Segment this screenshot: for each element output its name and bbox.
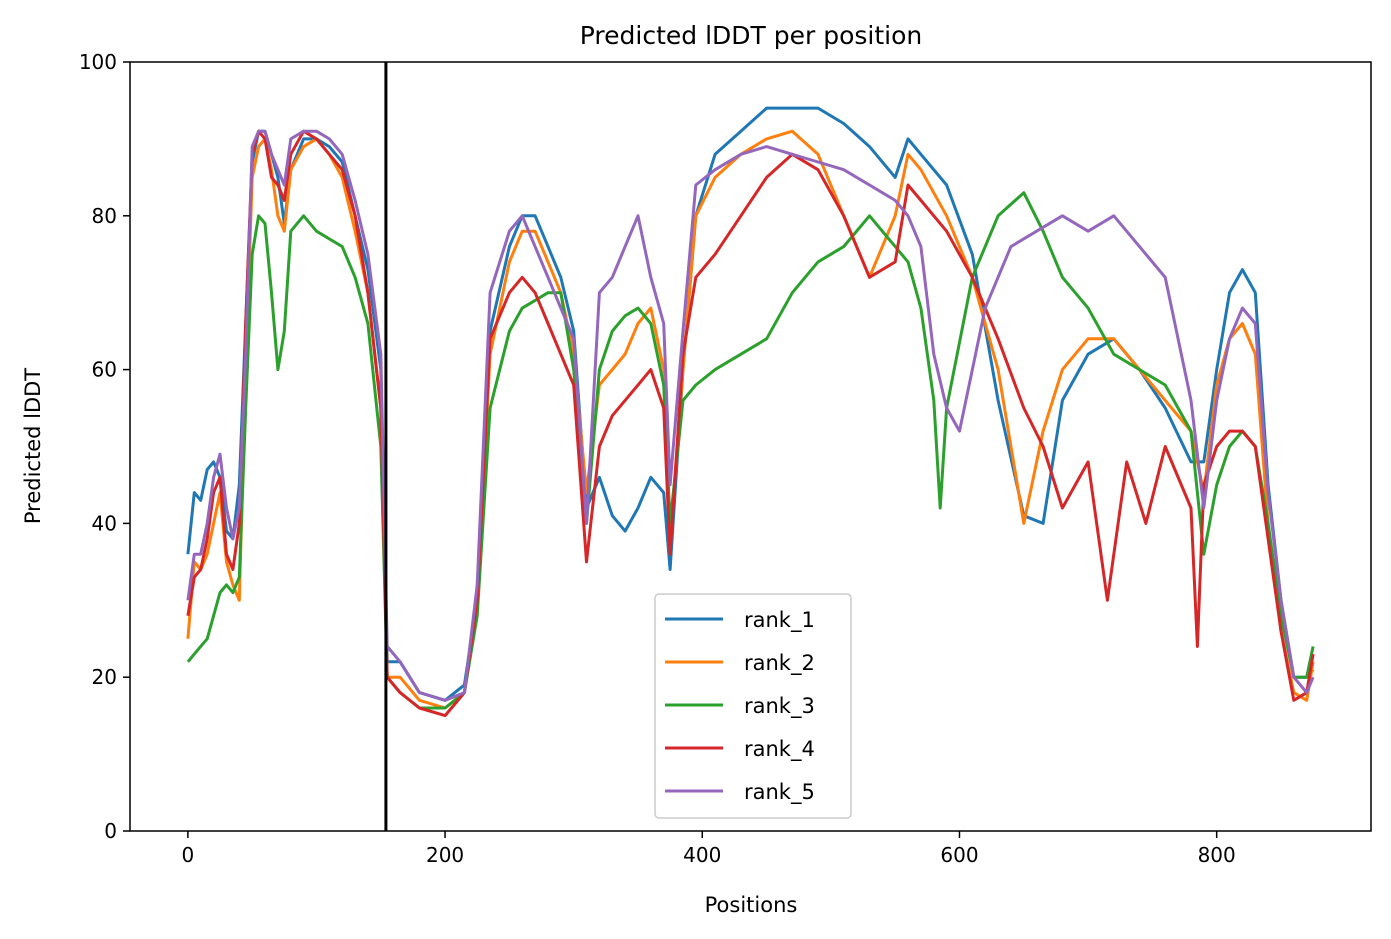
y-tick-label: 20 — [92, 665, 117, 689]
series-line-rank_5 — [186, 129, 1315, 702]
x-axis-ticks: 0 200 400 600 800 — [182, 831, 1236, 867]
legend-box — [654, 593, 852, 819]
y-axis-label: Predicted lDDT — [21, 368, 45, 524]
legend: rank_1 rank_2 rank_3 rank_4 rank_5 — [654, 593, 852, 819]
chart-title: Predicted lDDT per position — [580, 21, 922, 50]
x-tick-label: 0 — [182, 843, 195, 867]
x-axis-label: Positions — [705, 893, 798, 917]
x-tick-label: 200 — [426, 843, 464, 867]
y-tick-label: 60 — [92, 358, 117, 382]
plot-frame — [129, 61, 1372, 832]
y-tick-label: 80 — [92, 204, 117, 228]
y-tick-label: 100 — [79, 50, 117, 74]
legend-label-rank_3: rank_3 — [744, 694, 815, 719]
y-tick-label: 40 — [92, 511, 117, 535]
series-line-rank_3 — [186, 191, 1315, 710]
legend-label-rank_4: rank_4 — [744, 737, 815, 762]
x-tick-label: 400 — [683, 843, 721, 867]
legend-label-rank_1: rank_1 — [744, 608, 815, 633]
series-layer — [186, 106, 1315, 718]
y-tick-label: 0 — [104, 819, 117, 843]
legend-label-rank_2: rank_2 — [744, 651, 815, 676]
x-tick-label: 800 — [1198, 843, 1236, 867]
x-tick-label: 600 — [940, 843, 978, 867]
y-axis-ticks: 0 20 40 60 80 100 — [79, 50, 130, 843]
legend-label-rank_5: rank_5 — [744, 780, 815, 805]
series-line-rank_4 — [186, 129, 1315, 718]
